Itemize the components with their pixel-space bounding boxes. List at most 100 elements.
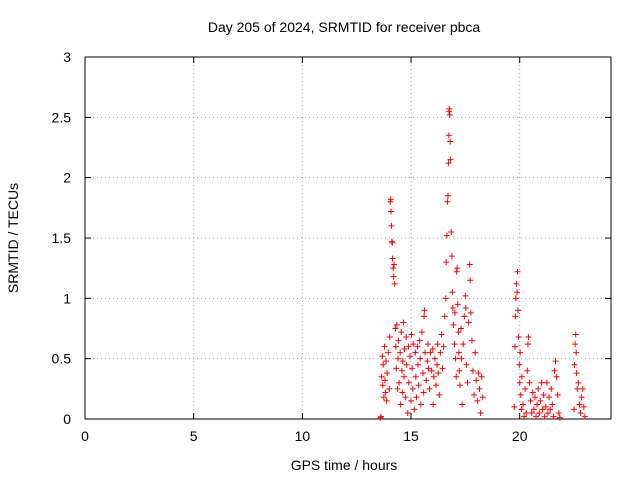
data-point bbox=[469, 367, 476, 374]
data-point bbox=[443, 232, 450, 239]
data-point bbox=[477, 409, 484, 416]
data-point bbox=[514, 268, 521, 275]
data-point bbox=[429, 346, 436, 353]
data-point bbox=[450, 321, 457, 328]
data-point bbox=[516, 361, 523, 368]
data-point bbox=[405, 379, 412, 386]
data-point bbox=[572, 331, 579, 338]
data-point bbox=[552, 358, 559, 365]
data-point bbox=[431, 355, 438, 362]
data-point bbox=[543, 379, 550, 386]
data-point bbox=[434, 341, 441, 348]
data-point bbox=[535, 385, 542, 392]
y-tick-label: 0 bbox=[63, 411, 71, 427]
data-point bbox=[539, 406, 546, 413]
data-point bbox=[412, 373, 419, 380]
data-point bbox=[393, 365, 400, 372]
data-point bbox=[580, 403, 587, 410]
data-point bbox=[533, 413, 540, 420]
data-point bbox=[537, 397, 544, 404]
data-point bbox=[449, 289, 456, 296]
data-point bbox=[572, 341, 579, 348]
data-point bbox=[473, 377, 480, 384]
data-point bbox=[518, 373, 525, 380]
data-point bbox=[426, 385, 433, 392]
data-point bbox=[401, 373, 408, 380]
data-point bbox=[420, 389, 427, 396]
data-point bbox=[512, 295, 519, 302]
data-point bbox=[386, 333, 393, 340]
data-point bbox=[555, 409, 562, 416]
data-point bbox=[380, 394, 387, 401]
data-point bbox=[579, 385, 586, 392]
data-point bbox=[458, 355, 465, 362]
data-point bbox=[530, 406, 537, 413]
data-point bbox=[474, 397, 481, 404]
x-axis: 0 5 10 15 20 bbox=[81, 57, 528, 444]
data-point bbox=[547, 406, 554, 413]
x-tick-label: 20 bbox=[512, 428, 528, 444]
data-point bbox=[546, 394, 553, 401]
data-point bbox=[378, 373, 385, 380]
data-point bbox=[414, 361, 421, 368]
data-point bbox=[412, 349, 419, 356]
data-point bbox=[419, 370, 426, 377]
data-point bbox=[425, 365, 432, 372]
data-point bbox=[538, 379, 545, 386]
data-point bbox=[424, 358, 431, 365]
data-point bbox=[448, 253, 455, 260]
data-point bbox=[445, 132, 452, 139]
data-point bbox=[523, 409, 530, 416]
data-point bbox=[521, 413, 528, 420]
data-point bbox=[540, 391, 547, 398]
data-point bbox=[409, 365, 416, 372]
data-point bbox=[413, 394, 420, 401]
data-point bbox=[393, 321, 400, 328]
data-point bbox=[459, 401, 466, 408]
data-point bbox=[513, 280, 520, 287]
data-point bbox=[527, 397, 534, 404]
data-point bbox=[531, 394, 538, 401]
data-point bbox=[408, 397, 415, 404]
data-point bbox=[422, 349, 429, 356]
data-point bbox=[385, 349, 392, 356]
data-point bbox=[410, 341, 417, 348]
data-point bbox=[441, 313, 448, 320]
data-point bbox=[390, 273, 397, 280]
y-tick-label: 1 bbox=[63, 290, 71, 306]
data-point bbox=[447, 138, 454, 145]
data-point bbox=[556, 414, 563, 421]
x-tick-label: 10 bbox=[295, 428, 311, 444]
data-point bbox=[383, 397, 390, 404]
data-point bbox=[524, 367, 531, 374]
data-point bbox=[575, 379, 582, 386]
data-point bbox=[549, 401, 556, 408]
data-point bbox=[512, 313, 519, 320]
data-point bbox=[398, 329, 405, 336]
data-point bbox=[458, 325, 465, 332]
data-point bbox=[417, 355, 424, 362]
data-point bbox=[463, 361, 470, 368]
data-point bbox=[571, 361, 578, 368]
data-point bbox=[380, 361, 387, 368]
data-point bbox=[471, 391, 478, 398]
x-tick-label: 0 bbox=[81, 428, 89, 444]
data-point bbox=[423, 377, 430, 384]
data-point bbox=[444, 198, 451, 205]
data-point bbox=[456, 382, 463, 389]
data-point bbox=[465, 319, 472, 326]
data-point bbox=[392, 325, 399, 332]
data-point bbox=[403, 361, 410, 368]
data-point bbox=[444, 192, 451, 199]
data-point bbox=[462, 304, 469, 311]
data-point bbox=[391, 261, 398, 268]
data-point bbox=[427, 349, 434, 356]
data-point bbox=[428, 367, 435, 374]
data-point bbox=[541, 413, 548, 420]
data-point bbox=[542, 403, 549, 410]
data-point bbox=[397, 401, 404, 408]
data-point bbox=[478, 373, 485, 380]
y-tick-label: 1.5 bbox=[52, 230, 72, 246]
data-point bbox=[534, 401, 541, 408]
